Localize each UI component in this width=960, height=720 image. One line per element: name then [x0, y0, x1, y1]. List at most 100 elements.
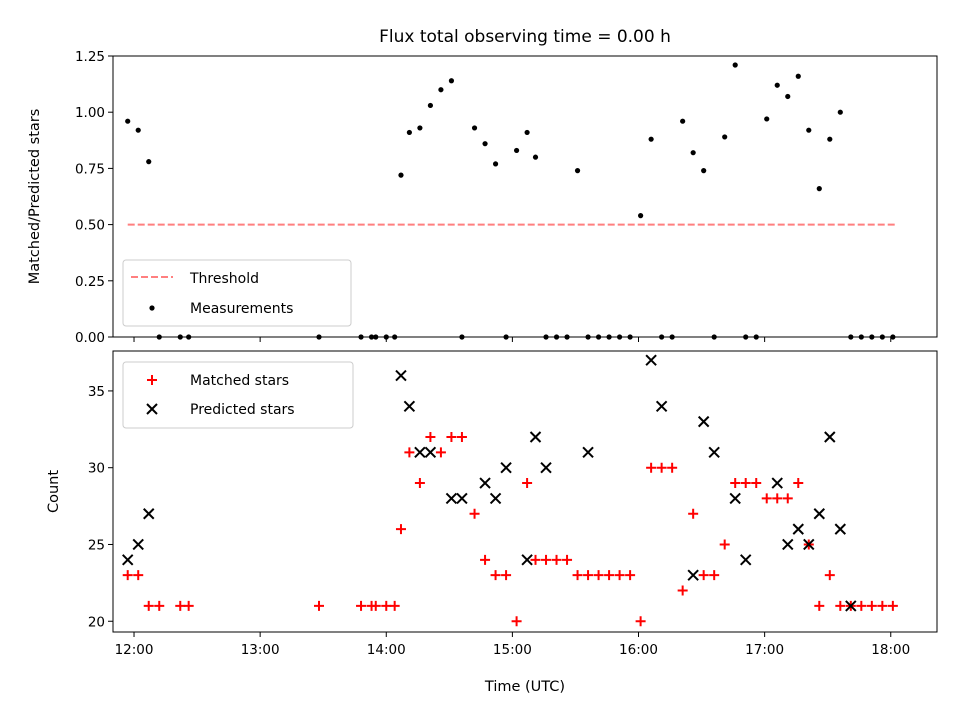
- matched-star-point: [572, 570, 583, 581]
- top-panel: 0.00 0.25 0.50 0.75 1.00 1.25 Matched/Predicte…: [27, 49, 938, 346]
- matched-star-point: [751, 478, 762, 489]
- x-tick-label: 14:00: [367, 642, 406, 658]
- bottom-legend-box: [122, 361, 354, 429]
- measurement-point: [417, 125, 423, 131]
- predicted-star-point: [782, 538, 794, 551]
- predicted-star-point: [489, 492, 502, 505]
- measurement-point: [492, 161, 499, 167]
- predicted-star-point: [445, 492, 458, 505]
- matched-star-point: [877, 600, 888, 611]
- measurement-point: [785, 93, 791, 100]
- predicted-star-point: [424, 446, 437, 459]
- matched-star-point: [698, 570, 709, 581]
- predicted-star-point: [687, 569, 699, 581]
- x-tick-label: 15:00: [493, 642, 532, 658]
- predicted-star-point: [729, 492, 741, 505]
- measurement-point: [827, 136, 833, 142]
- measurement-point: [638, 213, 644, 219]
- measurement-point: [398, 172, 404, 178]
- measurement-point: [513, 147, 520, 154]
- matched-star-point: [133, 570, 144, 581]
- top-y-tick-label: 0.75: [75, 161, 105, 177]
- matched-star-point: [730, 478, 741, 489]
- matched-star-point: [480, 554, 491, 565]
- measurement-point: [146, 159, 152, 165]
- bottom-y-tick-label: 30: [88, 461, 105, 477]
- matched-star-point: [604, 570, 615, 581]
- measurement-point: [764, 116, 770, 122]
- bottom-y-tick-label: 20: [88, 614, 105, 630]
- matched-star-point: [522, 478, 533, 489]
- measurement-point: [722, 134, 728, 140]
- matched-star-point: [122, 570, 133, 581]
- matched-star-point: [677, 585, 688, 596]
- matched-star-point: [562, 554, 573, 565]
- matched-star-point: [761, 493, 772, 504]
- measurement-point: [806, 127, 812, 133]
- matched-star-point: [772, 493, 783, 504]
- measurement-point: [795, 73, 801, 79]
- matched-star-point: [814, 600, 825, 611]
- bottom-plot-frame: [112, 350, 938, 633]
- predicted-star-point: [645, 354, 657, 366]
- legend-threshold-label: Threshold: [189, 271, 259, 287]
- predicted-star-point: [845, 600, 857, 612]
- matched-star-point: [490, 570, 501, 581]
- predicted-star-point: [500, 461, 512, 474]
- matched-star-point: [530, 554, 541, 565]
- matched-star-point: [583, 570, 594, 581]
- top-y-tick-label: 0.50: [75, 218, 105, 234]
- top-y-tick-label: 0.25: [75, 274, 105, 290]
- measurement-point: [648, 136, 654, 142]
- matched-star-point: [511, 616, 522, 627]
- x-tick-label: 13:00: [241, 642, 280, 658]
- bottom-y-tick-label: 35: [88, 384, 105, 400]
- matched-star-point: [856, 600, 867, 611]
- top-y-tick-label: 1.25: [75, 49, 105, 65]
- x-tick-label: 17:00: [745, 642, 784, 658]
- matched-star-point: [435, 447, 446, 458]
- legend-measurements-label: Measurements: [190, 301, 293, 317]
- predicted-star-point: [740, 554, 752, 566]
- matched-star-point: [356, 600, 367, 611]
- matched-star-point: [551, 554, 562, 565]
- matched-star-point: [414, 478, 425, 489]
- matched-star-point: [667, 462, 678, 473]
- matched-star-point: [866, 600, 877, 611]
- top-legend-box: [122, 259, 352, 327]
- predicted-star-point: [697, 415, 710, 428]
- matched-star-point: [425, 431, 436, 442]
- matched-star-point: [824, 570, 835, 581]
- predicted-star-point: [479, 477, 491, 489]
- legend-matched-label: Matched stars: [190, 373, 289, 389]
- bottom-legend: Matched stars Predicted stars: [122, 361, 354, 429]
- matched-star-point: [541, 554, 552, 565]
- matched-star-point: [501, 570, 512, 581]
- bottom-y-axis-label: Count: [46, 470, 62, 513]
- matched-star-point: [404, 447, 415, 458]
- measurement-point: [471, 125, 478, 131]
- bottom-panel: 20 25 30 35 12:00 13:00 14:00 15:00 16:00 17:00 18…: [46, 350, 938, 658]
- measurement-point: [774, 82, 780, 88]
- top-y-tick-label: 0.00: [75, 330, 105, 346]
- x-tick-label: 16:00: [619, 642, 658, 658]
- measurement-point: [125, 118, 131, 124]
- matched-star-point: [446, 431, 457, 442]
- top-y-tick-label: 1.00: [75, 105, 105, 121]
- matched-star-point: [175, 600, 186, 611]
- measurement-point: [732, 62, 738, 68]
- matched-star-point: [154, 600, 165, 611]
- matched-star-point: [593, 570, 604, 581]
- matched-star-point: [793, 478, 804, 489]
- matched-star-point: [709, 570, 720, 581]
- measurement-point: [438, 87, 444, 93]
- legend-predicted-swatch: [146, 403, 158, 415]
- top-legend: Threshold Measurements: [122, 259, 352, 327]
- measurement-point: [448, 78, 455, 84]
- matched-star-point: [646, 462, 657, 473]
- matched-star-point: [740, 478, 751, 489]
- predicted-star-point: [414, 446, 426, 459]
- measurement-point: [574, 168, 581, 174]
- legend-predicted-label: Predicted stars: [190, 402, 295, 418]
- matched-star-point: [688, 508, 699, 519]
